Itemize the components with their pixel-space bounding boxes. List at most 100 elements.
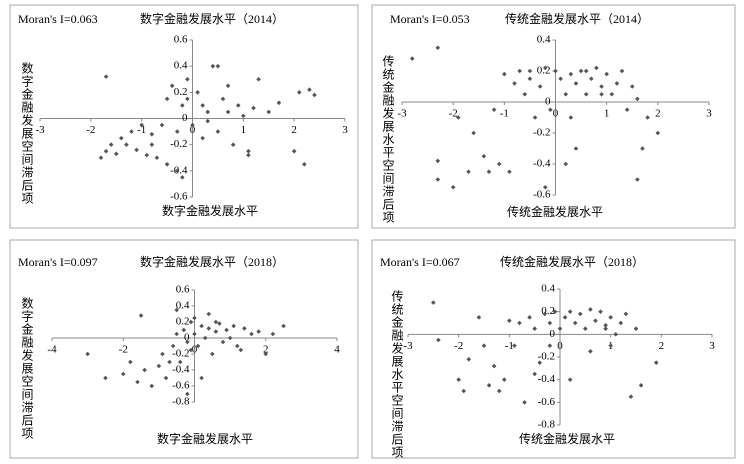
y-tick-label: -0.8: [172, 396, 190, 408]
point: [450, 184, 456, 190]
y-axis-label: 数字金融发展空间滞后项: [20, 61, 34, 205]
point: [206, 326, 212, 331]
point: [144, 152, 150, 158]
point: [567, 377, 573, 382]
point: [496, 388, 502, 394]
y-tick-label: 0: [545, 96, 551, 108]
x-tick-label: 3: [709, 340, 715, 352]
point: [537, 360, 543, 365]
x-tick-label: 1: [241, 124, 247, 136]
y-tick-label: 0.2: [541, 305, 555, 317]
point: [139, 122, 144, 128]
point: [213, 319, 219, 325]
point: [645, 115, 650, 120]
point: [200, 135, 205, 141]
point: [532, 371, 537, 377]
y-tick-label: -0.2: [170, 138, 187, 150]
point: [542, 311, 548, 317]
point: [225, 109, 231, 115]
point: [149, 383, 155, 389]
point: [263, 351, 269, 357]
y-tick-label: 0.2: [176, 316, 190, 328]
y-tick-label: 0.4: [174, 60, 188, 72]
point: [613, 332, 619, 337]
point: [256, 329, 261, 334]
point: [180, 175, 185, 180]
x-tick-label: 2: [263, 344, 269, 356]
point: [638, 383, 644, 388]
point: [501, 377, 507, 382]
point: [170, 343, 176, 349]
point: [149, 131, 155, 137]
x-tick-label: 4: [334, 344, 340, 356]
point: [181, 327, 187, 333]
point: [507, 169, 512, 175]
x-tick-label: -4: [47, 344, 57, 356]
point: [154, 155, 160, 161]
point: [640, 146, 645, 151]
point: [653, 360, 659, 365]
point: [476, 315, 482, 320]
point: [563, 91, 569, 97]
point: [188, 347, 194, 353]
point: [217, 321, 222, 326]
point: [238, 347, 244, 353]
point: [124, 142, 129, 147]
point: [235, 103, 241, 108]
point: [281, 323, 286, 329]
point: [619, 68, 625, 74]
chart-title: Moran's I=0.063: [18, 12, 98, 26]
point: [431, 300, 436, 305]
panel-frame: [371, 4, 736, 229]
point: [486, 383, 492, 388]
chart-subtitle: 传统金融发展水平（2018）: [500, 254, 644, 269]
point: [195, 343, 201, 349]
point: [98, 155, 104, 161]
point: [572, 320, 578, 326]
chart-title: Moran's I=0.053: [390, 12, 470, 26]
point: [578, 68, 584, 74]
point: [129, 129, 134, 134]
y-tick-label: 0.6: [176, 284, 190, 296]
point: [142, 367, 147, 373]
point: [199, 323, 204, 329]
point: [655, 130, 661, 136]
point: [177, 359, 183, 365]
x-tick-label: -1: [500, 108, 509, 120]
point: [562, 315, 568, 320]
point: [491, 363, 497, 369]
point: [568, 115, 574, 120]
point: [220, 96, 226, 102]
x-tick-label: 0: [553, 108, 559, 120]
point: [291, 148, 297, 154]
point: [436, 337, 441, 343]
point: [215, 63, 221, 69]
x-tick-label: -3: [403, 340, 413, 352]
point: [85, 351, 90, 357]
point: [138, 313, 144, 318]
point: [164, 96, 170, 102]
point: [496, 161, 502, 167]
point: [604, 71, 609, 77]
point: [588, 307, 593, 312]
point: [547, 320, 553, 326]
point: [542, 184, 548, 190]
point: [512, 81, 517, 86]
x-tick-label: -3: [35, 124, 45, 136]
point: [312, 92, 317, 98]
point: [200, 103, 205, 108]
y-tick-label: -0.2: [172, 348, 189, 360]
point: [633, 326, 639, 331]
x-tick-label: -1: [137, 124, 146, 136]
point: [120, 371, 126, 377]
point: [552, 309, 558, 314]
point: [557, 326, 563, 331]
point: [583, 326, 588, 331]
point: [113, 151, 119, 157]
panel-frame: [9, 4, 359, 229]
x-axis-label: 传统金融发展水平: [507, 204, 603, 219]
point: [213, 329, 219, 334]
point: [188, 319, 194, 325]
x-tick-label: 3: [342, 124, 348, 136]
